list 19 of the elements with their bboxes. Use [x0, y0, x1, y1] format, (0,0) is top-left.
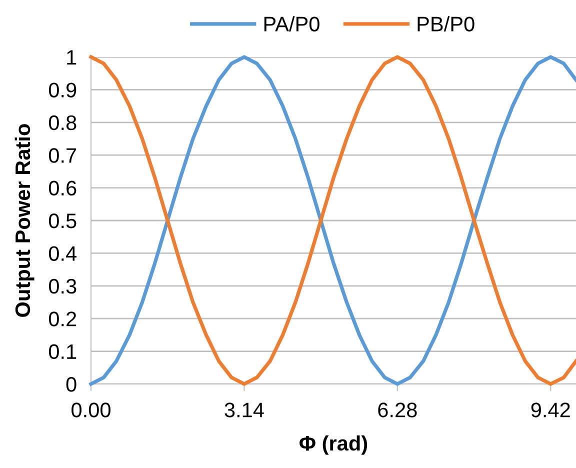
x-tick-label: 3.14 [224, 402, 264, 418]
y-axis-title: Output Power Ratio [14, 124, 34, 317]
x-tick-label: 6.28 [378, 402, 417, 418]
y-tick-label: 0.3 [48, 278, 76, 294]
y-tick-label: 0.6 [48, 180, 76, 196]
legend-label: PB/P0 [418, 16, 474, 32]
x-axis-title: Φ (rad) [300, 435, 368, 455]
y-tick-label: 0 [66, 377, 76, 392]
y-tick-label: 0.9 [48, 82, 76, 98]
x-tick-label: 9.42 [531, 402, 570, 418]
y-tick-label: 0.4 [48, 246, 77, 261]
y-tick-label: 0.7 [48, 148, 76, 163]
x-tick-label: 0.00 [72, 402, 110, 418]
y-tick-label: 0.8 [48, 115, 76, 130]
y-tick-label: 0.1 [48, 344, 76, 360]
y-tick-label: 0.2 [48, 312, 76, 326]
y-tick-label: 1 [67, 50, 76, 65]
y-tick-label: 0.5 [48, 214, 76, 228]
legend-label: PA/P0 [264, 16, 320, 32]
